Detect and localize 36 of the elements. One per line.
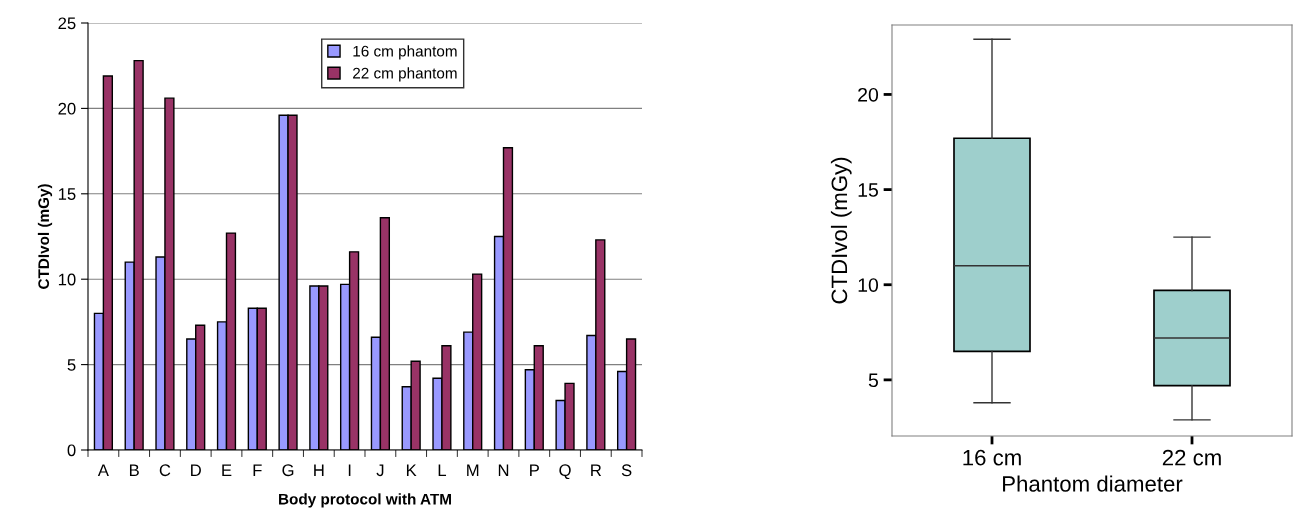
x-tick-label: Q bbox=[559, 464, 571, 480]
x-tick-label: P bbox=[530, 464, 539, 476]
x-tick-label: 22 cm bbox=[1162, 449, 1221, 466]
x-axis-title: Phantom diameter bbox=[1003, 475, 1183, 492]
y-tick-label: 5 bbox=[67, 359, 76, 371]
y-tick-label: 10 bbox=[58, 273, 76, 286]
x-tick-label: A bbox=[97, 464, 109, 476]
x-tick-label: J bbox=[376, 464, 384, 477]
y-axis-title: CTDIvol (mGy) bbox=[37, 184, 53, 289]
legend-label: 16 cm phantom bbox=[353, 45, 457, 60]
x-tick-label: S bbox=[621, 464, 632, 477]
y-tick-label: 10 bbox=[858, 278, 879, 292]
x-tick-label: E bbox=[222, 464, 232, 476]
y-tick-label: 5 bbox=[868, 373, 878, 388]
y-tick-label: 15 bbox=[858, 183, 878, 197]
x-tick-label: L bbox=[438, 464, 447, 476]
x-tick-label: D bbox=[191, 464, 201, 476]
x-tick-label: K bbox=[406, 464, 417, 476]
x-tick-label: H bbox=[314, 464, 324, 476]
legend-label: 22 cm phantom bbox=[353, 67, 457, 82]
x-tick-label: R bbox=[591, 464, 602, 476]
x-tick-label: I bbox=[348, 464, 351, 476]
x-tick-label: C bbox=[159, 464, 171, 477]
y-tick-label: 20 bbox=[858, 87, 879, 102]
x-tick-label: M bbox=[467, 464, 479, 476]
x-tick-label: N bbox=[498, 464, 509, 476]
x-tick-label: F bbox=[253, 464, 262, 476]
x-tick-label: G bbox=[282, 464, 294, 477]
y-tick-label: 25 bbox=[58, 17, 76, 30]
x-tick-label: 16 cm bbox=[963, 449, 1021, 466]
y-tick-label: 20 bbox=[58, 102, 76, 115]
y-tick-label: 15 bbox=[58, 188, 76, 200]
x-tick-label: B bbox=[129, 464, 139, 476]
y-tick-label: 0 bbox=[67, 444, 76, 457]
y-axis-title: CTDIvol (mGy) bbox=[830, 157, 852, 304]
x-axis-title: Body protocol with ATM bbox=[279, 493, 451, 508]
